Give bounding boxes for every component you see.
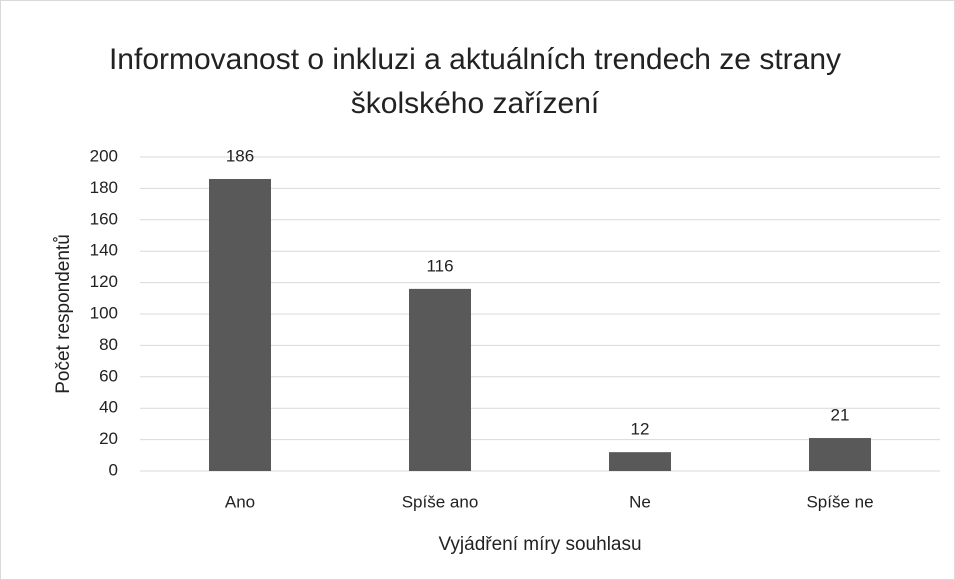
y-tick-label: 120 — [90, 272, 118, 291]
y-tick-label: 0 — [109, 460, 118, 479]
data-label: 186 — [226, 146, 254, 165]
y-tick-label: 20 — [99, 429, 118, 448]
bar — [409, 288, 471, 471]
y-tick-label: 100 — [90, 303, 118, 322]
bar — [809, 438, 871, 471]
y-tick-label: 200 — [90, 146, 118, 165]
y-tick-label: 160 — [90, 209, 118, 228]
chart-title: Informovanost o inkluzi a aktuálních tre… — [108, 43, 842, 120]
data-label: 21 — [831, 406, 850, 425]
y-tick-label: 60 — [99, 366, 118, 385]
x-axis-label: Vyjádření míry souhlasu — [438, 534, 641, 555]
y-tick-label: 180 — [90, 178, 118, 197]
x-tick-label: Spíše ano — [402, 492, 479, 511]
x-tick-label: Ne — [629, 492, 651, 511]
x-tick-label: Ano — [225, 492, 255, 511]
data-label: 116 — [426, 256, 453, 275]
y-tick-label: 80 — [99, 335, 118, 354]
bar — [609, 452, 671, 471]
bar — [209, 178, 271, 472]
y-tick-label: 140 — [90, 241, 118, 260]
y-tick-label: 40 — [99, 398, 118, 417]
data-label: 12 — [631, 420, 650, 439]
x-tick-label: Spíše ne — [806, 492, 873, 511]
y-axis-label: Počet respondentů — [53, 234, 74, 394]
